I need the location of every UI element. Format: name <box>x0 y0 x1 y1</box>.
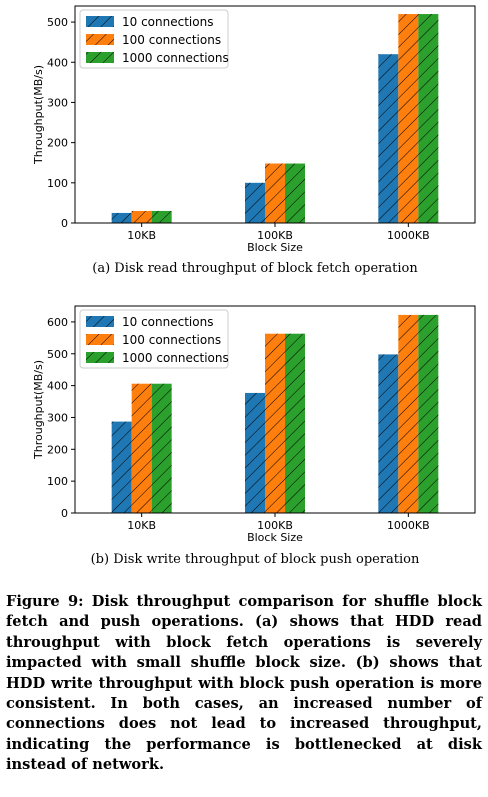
bar-hatch <box>111 212 132 223</box>
bar-hatch <box>245 392 265 513</box>
bar-hatch <box>265 163 285 223</box>
y-tick-label: 200 <box>47 137 68 150</box>
subplot-caption: (a) Disk read throughput of block fetch … <box>92 261 418 276</box>
bar-hatch <box>418 314 439 513</box>
legend-swatch-hatch <box>86 316 114 327</box>
y-tick-label: 200 <box>47 443 68 456</box>
bar-hatch <box>131 210 152 223</box>
y-tick-label: 100 <box>47 475 68 488</box>
x-tick-label: 1000KB <box>387 519 430 532</box>
legend-swatch-hatch <box>86 52 114 63</box>
bar-hatch <box>378 354 399 513</box>
figure-caption: Figure 9: Disk throughput comparison for… <box>6 593 482 774</box>
bar-hatch <box>398 314 419 513</box>
legend-label: 1000 connections <box>122 351 229 365</box>
y-tick-label: 400 <box>47 56 68 69</box>
bar-hatch <box>151 210 172 223</box>
bar-hatch <box>265 333 285 513</box>
y-axis-label: Throughput(MB/s) <box>32 65 45 165</box>
x-axis-label: Block Size <box>247 241 303 254</box>
y-tick-label: 300 <box>47 96 68 109</box>
chart-a: 0 100 200 300 400 500 10KB 100KB 1000KB Block Siz… <box>32 5 476 276</box>
subplot-caption: (b) Disk write throughput of block push … <box>91 552 420 567</box>
y-tick-label: 500 <box>47 16 68 29</box>
y-tick-label: 300 <box>47 411 68 424</box>
y-tick-label: 0 <box>61 507 68 520</box>
legend-label: 10 connections <box>122 315 213 329</box>
bar-hatch <box>378 54 399 223</box>
bar-hatch <box>111 421 132 513</box>
figure-svg: 0 100 200 300 400 500 10KB 100KB 1000KB Block Siz… <box>32 5 476 567</box>
legend-box <box>79 309 229 369</box>
legend-label: 100 connections <box>122 33 221 47</box>
bar-hatch <box>131 383 152 513</box>
y-axis-label: Throughput(MB/s) <box>32 360 45 460</box>
legend-swatch-hatch <box>86 334 114 345</box>
x-tick-label: 1000KB <box>387 229 430 242</box>
bar-hatch <box>418 14 439 224</box>
x-axis-label: Block Size <box>247 531 303 544</box>
bar-hatch <box>398 14 419 224</box>
legend-box <box>79 9 229 69</box>
y-tick-label: 0 <box>61 217 68 230</box>
legend-label: 1000 connections <box>122 51 229 65</box>
x-tick-label: 100KB <box>257 519 293 532</box>
x-tick-label: 10KB <box>127 519 156 532</box>
y-tick-label: 400 <box>47 380 68 393</box>
bar-hatch <box>285 163 305 223</box>
bar-hatch <box>245 182 265 223</box>
y-tick-label: 100 <box>47 177 68 190</box>
x-tick-label: 10KB <box>127 229 156 242</box>
legend-label: 100 connections <box>122 333 221 347</box>
legend-swatch-hatch <box>86 352 114 363</box>
y-tick-label: 600 <box>47 316 68 329</box>
legend-label: 10 connections <box>122 15 213 29</box>
legend-swatch-hatch <box>86 34 114 45</box>
x-tick-label: 100KB <box>257 229 293 242</box>
y-tick-label: 500 <box>47 348 68 361</box>
chart-b: 0 100 200 300 400 500 600 10KB 100KB 1000KB Block … <box>32 305 476 567</box>
bar-hatch <box>151 383 172 513</box>
legend-swatch-hatch <box>86 16 114 27</box>
bar-hatch <box>285 333 305 513</box>
